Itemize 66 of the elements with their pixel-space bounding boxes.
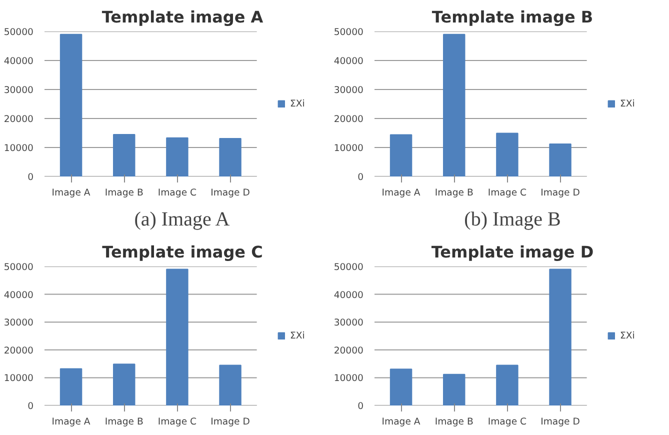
y-tick-label: 30000 [4, 318, 34, 329]
y-tick-label: 30000 [4, 85, 34, 96]
y-tick-label: 20000 [4, 345, 34, 356]
y-tick-label: 0 [28, 172, 34, 183]
bar [166, 268, 188, 406]
x-tick-label: Image A [52, 188, 91, 198]
bar [60, 368, 82, 406]
y-tick-label: 30000 [334, 318, 364, 329]
bar [60, 34, 82, 176]
y-tick-label: 30000 [334, 85, 364, 96]
bar [549, 268, 572, 406]
y-tick-label: 10000 [4, 373, 34, 384]
bar [496, 364, 518, 406]
y-tick-label: 40000 [4, 290, 34, 301]
x-tick-label: Image C [488, 416, 527, 428]
x-tick-label: Image C [488, 188, 527, 198]
bar [113, 364, 136, 406]
text: (a) Image A [134, 208, 230, 230]
y-tick-label: 0 [28, 401, 34, 412]
x-tick-label: Image C [158, 416, 197, 428]
x-tick-label: Image A [382, 188, 421, 198]
y-tick-label: 10000 [334, 373, 364, 384]
y-tick-label: 0 [358, 172, 364, 183]
bar [390, 368, 412, 406]
chart-title: Template image C [102, 242, 263, 262]
x-tick-label: Image C [158, 188, 197, 198]
x-tick-label: Image B [434, 188, 474, 198]
chart-title: Template image D [431, 242, 594, 262]
x-tick-label: Image A [52, 416, 91, 428]
y-tick-label: 10000 [334, 143, 364, 154]
y-tick-label: 20000 [4, 114, 34, 125]
bar [113, 134, 136, 176]
bar [219, 364, 242, 406]
y-tick-label: 50000 [334, 27, 364, 38]
x-tick-label: Image B [104, 416, 144, 428]
y-tick-label: 50000 [4, 27, 34, 38]
x-tick-label: Image D [540, 416, 580, 428]
legend-label: ΣXi [290, 330, 306, 341]
bar [496, 132, 518, 176]
bar [390, 134, 412, 176]
y-tick-label: 20000 [334, 114, 364, 125]
legend-label: ΣXi [290, 98, 306, 109]
text: (b) Image B [464, 208, 561, 230]
y-tick-label: 20000 [334, 345, 364, 356]
y-tick-label: 0 [358, 401, 364, 412]
y-tick-label: 50000 [334, 262, 364, 273]
y-tick-label: 10000 [4, 143, 34, 154]
y-tick-label: 40000 [334, 290, 364, 301]
bar [443, 34, 466, 176]
bar [166, 137, 188, 176]
y-tick-label: 40000 [4, 56, 34, 67]
x-tick-label: Image A [382, 416, 421, 428]
x-tick-label: Image B [104, 188, 144, 198]
bar [219, 138, 242, 176]
chart-title: Template image A [102, 8, 264, 26]
x-tick-label: Image D [210, 416, 250, 428]
bar [549, 144, 572, 176]
x-tick-label: Image D [210, 188, 250, 198]
x-tick-label: Image D [540, 188, 580, 198]
x-tick-label: Image B [434, 416, 474, 428]
bar [443, 374, 466, 406]
legend-label: ΣXi [620, 330, 636, 341]
y-tick-label: 40000 [334, 56, 364, 67]
y-tick-label: 50000 [4, 262, 34, 273]
chart-title: Template image B [432, 8, 594, 26]
legend-label: ΣXi [620, 98, 636, 109]
